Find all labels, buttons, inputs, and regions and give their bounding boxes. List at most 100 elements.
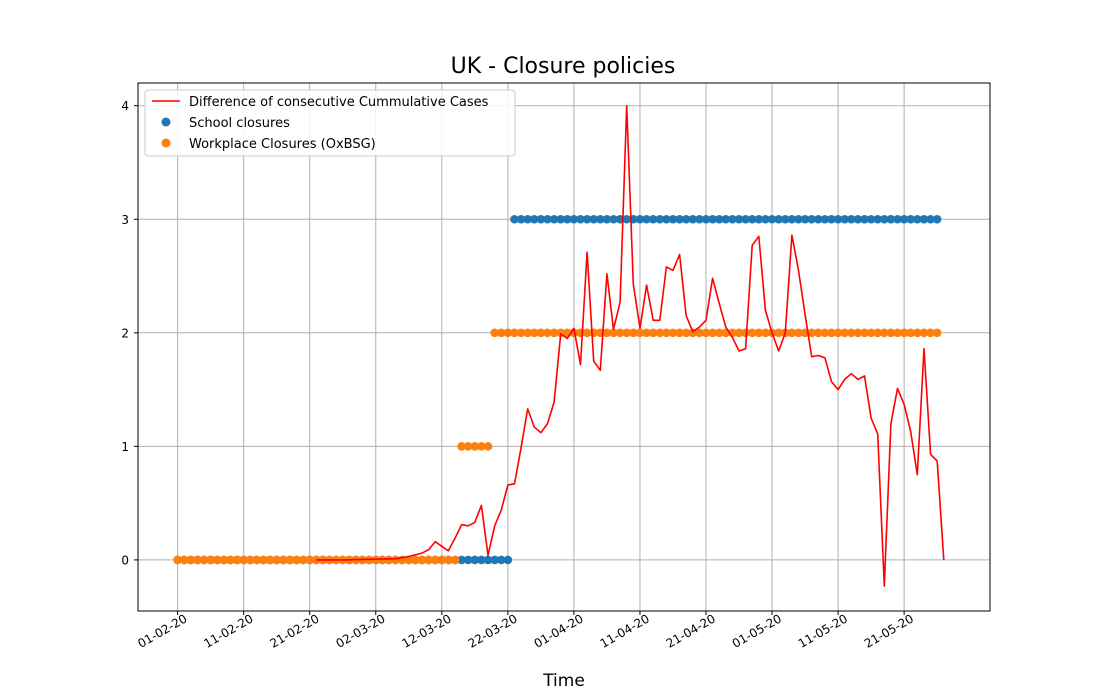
school-closure-point	[761, 214, 770, 224]
school-closure-point	[556, 214, 565, 224]
workplace-closure-point	[906, 328, 916, 338]
workplace-closure-point	[813, 328, 823, 338]
workplace-closure-point	[411, 555, 420, 565]
chart-title: UK - Closure policies	[451, 54, 676, 79]
x-axis-label: Time	[542, 671, 585, 687]
school-closure-point	[728, 214, 737, 224]
workplace-closure-point	[695, 328, 704, 338]
school-closure-point	[919, 214, 929, 224]
school-closure-point	[503, 555, 513, 565]
workplace-closure-point	[807, 328, 816, 338]
school-closure-point	[457, 555, 466, 565]
workplace-closure-point	[378, 555, 387, 565]
workplace-closure-point	[516, 328, 526, 338]
workplace-closure-point	[794, 328, 803, 338]
workplace-closure-point	[655, 328, 665, 338]
legend: Difference of consecutive Cummulative Ca…	[144, 89, 516, 157]
workplace-closure-point	[880, 328, 889, 338]
workplace-closure-point	[279, 555, 288, 565]
legend-label-workplace: Workplace Closures (OxBSG)	[189, 137, 376, 152]
workplace-closure-point	[503, 328, 513, 338]
school-closure-point	[688, 214, 698, 224]
school-closure-point	[747, 214, 757, 224]
workplace-closure-point	[305, 555, 315, 565]
school-closure-point	[774, 214, 783, 224]
school-closure-point	[926, 214, 935, 224]
workplace-closure-point	[404, 555, 414, 565]
workplace-closure-point	[417, 555, 427, 565]
x-tick-label: 01-02-20	[135, 611, 189, 650]
school-closure-point	[741, 214, 750, 224]
workplace-closure-point	[635, 328, 645, 338]
workplace-closure-point	[384, 555, 394, 565]
school-closure-point	[635, 214, 645, 224]
school-closure-point	[734, 214, 744, 224]
school-closure-point	[780, 214, 790, 224]
school-closure-point	[906, 214, 916, 224]
school-closure-point	[913, 214, 922, 224]
workplace-closure-point	[648, 328, 658, 338]
x-tick-label: 22-03-20	[466, 611, 520, 650]
workplace-closure-point	[602, 328, 612, 338]
school-closure-point	[880, 214, 889, 224]
workplace-closure-point	[543, 328, 552, 338]
workplace-closure-point	[430, 555, 440, 565]
workplace-closure-point	[820, 328, 830, 338]
school-closure-point	[536, 214, 546, 224]
workplace-closure-point	[629, 328, 638, 338]
x-tick-label: 02-03-20	[333, 611, 387, 650]
workplace-closure-point	[860, 328, 869, 338]
workplace-closure-point	[483, 442, 493, 451]
workplace-closure-point	[529, 328, 539, 338]
workplace-closure-point	[186, 555, 196, 565]
x-tick-label: 11-04-20	[598, 611, 652, 650]
school-closure-point	[609, 214, 618, 224]
workplace-closure-point	[747, 328, 757, 338]
x-tick-label: 01-05-20	[730, 611, 784, 650]
school-closure-point	[490, 555, 499, 565]
school-closure-point	[853, 214, 863, 224]
cases-difference-line	[316, 104, 945, 587]
school-closure-point	[787, 214, 797, 224]
workplace-closure-point	[536, 328, 546, 338]
y-tick-label: 4	[121, 99, 129, 113]
school-closure-point	[899, 214, 909, 224]
school-closure-point	[820, 214, 830, 224]
workplace-closure-point	[239, 555, 248, 565]
workplace-closure-point	[424, 555, 433, 565]
workplace-closure-point	[873, 328, 883, 338]
workplace-closure-point	[609, 328, 618, 338]
workplace-closure-point	[708, 328, 717, 338]
data-layer	[173, 104, 945, 587]
school-closure-point	[893, 214, 902, 224]
school-closure-point	[516, 214, 526, 224]
workplace-closure-point	[496, 328, 506, 338]
school-closure-point	[714, 214, 724, 224]
tick-layer: 01-02-20 11-02-20 21-02-20 02-03-20 12-03-20…	[121, 99, 916, 651]
school-closure-point	[668, 214, 678, 224]
workplace-closure-point	[463, 442, 473, 451]
y-tick-label: 3	[121, 213, 129, 227]
workplace-closure-point	[199, 555, 209, 565]
workplace-closure-point	[701, 328, 711, 338]
workplace-closure-point	[298, 555, 308, 565]
x-tick-label: 11-05-20	[796, 611, 850, 650]
workplace-closure-point	[913, 328, 922, 338]
school-closure-point	[470, 555, 480, 565]
workplace-closure-point	[668, 328, 678, 338]
workplace-closure-point	[681, 328, 691, 338]
workplace-closure-point	[926, 328, 935, 338]
school-closure-point	[866, 214, 876, 224]
workplace-closure-point	[675, 328, 684, 338]
workplace-closure-point	[245, 555, 255, 565]
school-closure-point	[800, 214, 810, 224]
workplace-closure-point	[582, 328, 592, 338]
x-tick-label: 21-02-20	[267, 611, 321, 650]
workplace-closure-point	[827, 328, 836, 338]
school-closure-point	[642, 214, 651, 224]
workplace-closure-point	[932, 328, 942, 338]
grid-layer	[138, 83, 990, 611]
school-closure-point	[807, 214, 816, 224]
legend-dot-workplace	[161, 138, 171, 148]
x-tick-label: 01-04-20	[532, 611, 586, 650]
